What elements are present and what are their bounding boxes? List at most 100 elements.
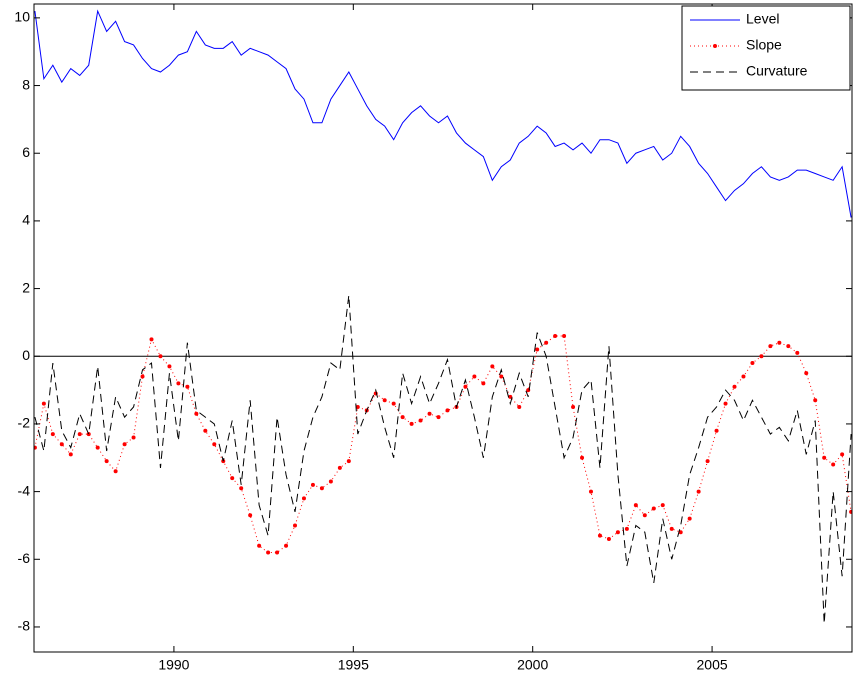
data-point bbox=[257, 543, 262, 548]
data-point bbox=[606, 536, 611, 541]
data-point bbox=[580, 455, 585, 460]
data-point bbox=[849, 509, 852, 514]
data-point bbox=[104, 459, 109, 464]
y-tick-label: 2 bbox=[22, 279, 30, 295]
data-point bbox=[391, 401, 396, 406]
data-point bbox=[490, 364, 495, 369]
x-tick-label: 2000 bbox=[517, 657, 548, 673]
data-point bbox=[122, 442, 127, 447]
data-point bbox=[427, 411, 432, 416]
data-point bbox=[795, 350, 800, 355]
data-point bbox=[786, 344, 791, 349]
data-point bbox=[131, 435, 136, 440]
legend-label: Curvature bbox=[746, 63, 808, 79]
legend-label: Level bbox=[746, 11, 779, 27]
data-point bbox=[660, 503, 665, 508]
data-point bbox=[750, 361, 755, 366]
data-point bbox=[77, 432, 82, 437]
data-point bbox=[696, 489, 701, 494]
data-point bbox=[355, 405, 360, 410]
y-tick-label: 10 bbox=[14, 9, 30, 25]
data-point bbox=[400, 415, 405, 420]
y-tick-label: 0 bbox=[22, 347, 30, 363]
data-point bbox=[176, 381, 181, 386]
data-point bbox=[768, 344, 773, 349]
data-point bbox=[642, 513, 647, 518]
data-point bbox=[499, 374, 504, 379]
data-point bbox=[346, 459, 351, 464]
data-point bbox=[759, 354, 764, 359]
data-point bbox=[553, 333, 558, 338]
data-point bbox=[840, 452, 845, 457]
series-line bbox=[34, 9, 852, 218]
y-tick-label: -2 bbox=[18, 415, 31, 431]
data-point bbox=[777, 340, 782, 345]
data-point bbox=[445, 408, 450, 413]
data-point bbox=[337, 465, 342, 470]
data-point bbox=[284, 543, 289, 548]
data-point bbox=[562, 333, 567, 338]
data-point bbox=[212, 442, 217, 447]
data-point bbox=[167, 364, 172, 369]
data-point bbox=[34, 445, 37, 450]
data-point bbox=[588, 489, 593, 494]
plot-area bbox=[34, 4, 852, 652]
data-point bbox=[382, 398, 387, 403]
data-point bbox=[741, 374, 746, 379]
series-line bbox=[34, 335, 852, 554]
data-point bbox=[508, 394, 513, 399]
data-point bbox=[678, 530, 683, 535]
data-point bbox=[301, 496, 306, 501]
data-point bbox=[651, 506, 656, 511]
data-point bbox=[418, 418, 423, 423]
y-tick-label: -6 bbox=[18, 550, 31, 566]
data-point bbox=[463, 384, 468, 389]
data-point bbox=[517, 405, 522, 410]
data-point bbox=[813, 398, 818, 403]
data-point bbox=[705, 459, 710, 464]
data-point bbox=[831, 462, 836, 467]
x-tick-label: 2005 bbox=[697, 657, 728, 673]
x-tick-label: 1995 bbox=[338, 657, 369, 673]
data-point bbox=[140, 374, 145, 379]
data-point bbox=[472, 374, 477, 379]
data-point bbox=[481, 381, 486, 386]
y-tick-label: -4 bbox=[18, 482, 31, 498]
data-point bbox=[804, 371, 809, 376]
legend: Level Slope Curvature bbox=[681, 5, 851, 91]
data-point bbox=[544, 340, 549, 345]
data-point bbox=[597, 533, 602, 538]
legend-marker bbox=[713, 44, 717, 48]
data-point bbox=[310, 482, 315, 487]
y-tick-label: -8 bbox=[18, 618, 31, 634]
y-tick-label: 8 bbox=[22, 76, 30, 92]
y-tick-label: 6 bbox=[22, 144, 30, 160]
data-point bbox=[86, 432, 91, 437]
data-point bbox=[409, 421, 414, 426]
legend-label: Slope bbox=[746, 37, 782, 53]
data-point bbox=[669, 526, 674, 531]
data-point bbox=[41, 401, 46, 406]
data-point bbox=[194, 411, 199, 416]
data-point bbox=[822, 455, 827, 460]
data-point bbox=[535, 347, 540, 352]
data-point bbox=[149, 337, 154, 342]
data-point bbox=[59, 442, 64, 447]
data-point bbox=[436, 415, 441, 420]
series-line bbox=[34, 295, 852, 624]
data-point bbox=[714, 428, 719, 433]
data-point bbox=[624, 526, 629, 531]
data-point bbox=[293, 523, 298, 528]
data-point bbox=[687, 516, 692, 521]
data-point bbox=[615, 530, 620, 535]
data-point bbox=[203, 428, 208, 433]
data-point bbox=[158, 354, 163, 359]
data-point bbox=[328, 479, 333, 484]
data-point bbox=[266, 550, 271, 555]
data-point bbox=[732, 384, 737, 389]
axes-box bbox=[33, 3, 853, 653]
y-tick-label: 4 bbox=[22, 212, 30, 228]
data-point bbox=[633, 503, 638, 508]
data-point bbox=[239, 486, 244, 491]
